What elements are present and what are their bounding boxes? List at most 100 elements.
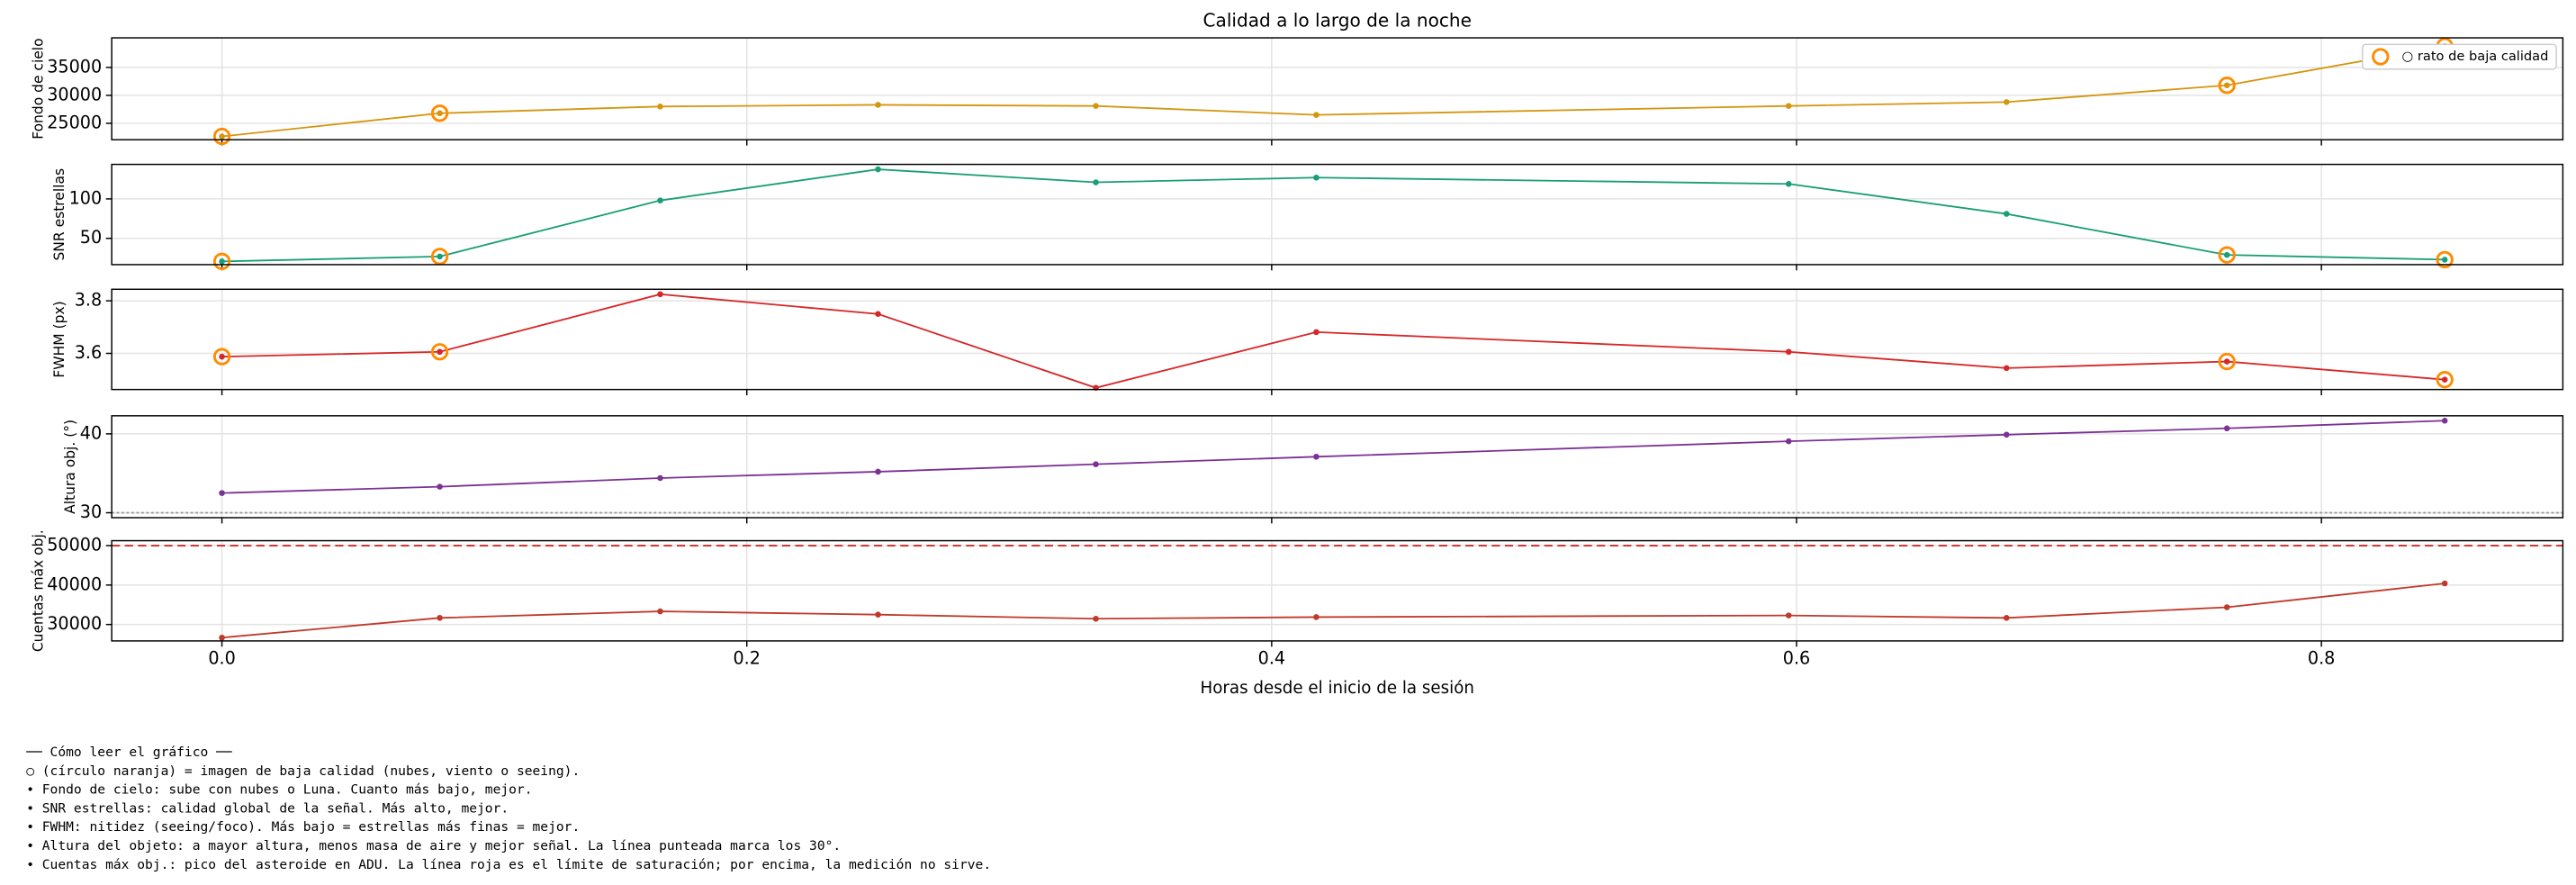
data-line xyxy=(221,420,2445,494)
data-point xyxy=(437,483,443,490)
y-tick-label: 30000 xyxy=(47,84,102,104)
data-point xyxy=(2003,431,2010,438)
data-point xyxy=(657,197,663,203)
data-point xyxy=(2223,425,2230,432)
data-point xyxy=(437,253,443,260)
note-line: • Altura del objeto: a mayor altura, men… xyxy=(26,838,841,853)
y-tick-label: 3.8 xyxy=(75,290,102,311)
low-quality-marker xyxy=(430,248,449,266)
note-line: • Fondo de cielo: sube con nubes o Luna.… xyxy=(26,782,532,798)
data-line xyxy=(221,293,2445,389)
low-quality-marker xyxy=(2218,246,2236,264)
note-line: • Cuentas máx obj.: pico del asteroide e… xyxy=(26,857,991,872)
axes-frame xyxy=(111,288,2564,391)
data-point xyxy=(1785,438,1792,445)
data-point xyxy=(1093,615,1099,622)
low-quality-marker xyxy=(212,252,231,270)
data-point xyxy=(2441,417,2448,424)
y-tick-label: 35000 xyxy=(47,56,102,77)
axes-frame xyxy=(111,415,2564,519)
data-point xyxy=(2003,615,2010,621)
data-point xyxy=(1313,454,1320,460)
data-line xyxy=(221,45,2445,138)
data-point xyxy=(219,634,225,641)
data-point xyxy=(437,348,443,356)
data-point xyxy=(2441,257,2448,263)
data-point xyxy=(2441,580,2448,587)
y-axis-label: FWHM (px) xyxy=(51,301,68,377)
x-tick-label: 0.4 xyxy=(1258,647,1285,668)
data-point xyxy=(2003,99,2010,105)
note-line: ○ (círculo naranja) = imagen de baja cal… xyxy=(26,763,580,779)
low-quality-marker xyxy=(430,343,449,361)
data-point xyxy=(875,468,881,475)
y-tick-label: 50000 xyxy=(47,535,102,555)
note-line: • FWHM: nitidez (seeing/foco). Más bajo … xyxy=(26,819,580,835)
data-point xyxy=(1093,179,1099,185)
data-point xyxy=(1313,174,1320,181)
chart-title: Calidad a lo largo de la noche xyxy=(1203,9,1472,31)
data-point xyxy=(1093,461,1099,467)
low-quality-marker xyxy=(430,104,449,122)
note-line: • SNR estrellas: calidad global de la se… xyxy=(26,800,509,816)
x-tick-label: 0.0 xyxy=(208,647,235,668)
low-quality-marker xyxy=(212,127,231,146)
data-point xyxy=(657,291,663,298)
data-point xyxy=(875,311,881,318)
data-point xyxy=(437,615,443,621)
axes-frame xyxy=(111,539,2564,642)
low-quality-marker xyxy=(2218,77,2236,95)
y-tick-label: 25000 xyxy=(47,112,102,132)
data-point xyxy=(875,102,881,108)
x-tick-label: 0.2 xyxy=(733,647,760,668)
axes-frame xyxy=(111,37,2564,140)
data-point xyxy=(2003,211,2010,217)
data-point xyxy=(2003,365,2010,372)
legend-box xyxy=(2361,43,2557,70)
x-axis-label: Horas desde el inicio de la sesión xyxy=(1201,679,1474,698)
y-tick-label: 100 xyxy=(69,187,103,208)
y-tick-label: 40000 xyxy=(47,573,102,594)
low-quality-marker xyxy=(2218,352,2236,371)
data-point xyxy=(1093,103,1099,109)
y-tick-label: 30000 xyxy=(47,613,102,634)
data-point xyxy=(657,104,663,110)
data-point xyxy=(2223,82,2230,89)
y-tick-label: 30 xyxy=(80,501,102,522)
data-point xyxy=(1313,329,1320,336)
data-point xyxy=(1785,612,1792,619)
data-point xyxy=(2223,251,2230,258)
data-line xyxy=(221,582,2445,639)
legend-marker xyxy=(2372,48,2390,66)
data-point xyxy=(1785,348,1792,356)
data-point xyxy=(1785,103,1792,109)
data-point xyxy=(1313,112,1320,118)
data-point xyxy=(1785,180,1792,187)
y-axis-label: Cuentas máx obj. xyxy=(30,529,46,652)
data-point xyxy=(1313,614,1320,620)
data-point xyxy=(657,474,663,482)
data-point xyxy=(2223,358,2230,365)
y-tick-label: 3.6 xyxy=(75,342,102,363)
x-tick-label: 0.6 xyxy=(1783,647,1810,668)
y-tick-label: 50 xyxy=(80,227,102,248)
data-point xyxy=(875,611,881,618)
y-axis-label: SNR estrellas xyxy=(51,168,68,261)
y-tick-label: 40 xyxy=(80,422,102,443)
y-axis-label: Fondo de cielo xyxy=(30,38,46,139)
data-point xyxy=(219,258,225,265)
low-quality-marker xyxy=(212,348,231,366)
data-point xyxy=(2441,376,2448,383)
low-quality-marker xyxy=(2436,250,2454,269)
axes-frame xyxy=(111,163,2564,266)
data-point xyxy=(219,490,225,496)
data-point xyxy=(219,133,225,140)
data-point xyxy=(875,166,881,173)
data-point xyxy=(437,110,443,117)
data-line xyxy=(221,168,2445,263)
note-line: ── Cómo leer el gráfico ── xyxy=(25,745,232,760)
data-point xyxy=(2223,604,2230,610)
data-point xyxy=(219,353,225,360)
